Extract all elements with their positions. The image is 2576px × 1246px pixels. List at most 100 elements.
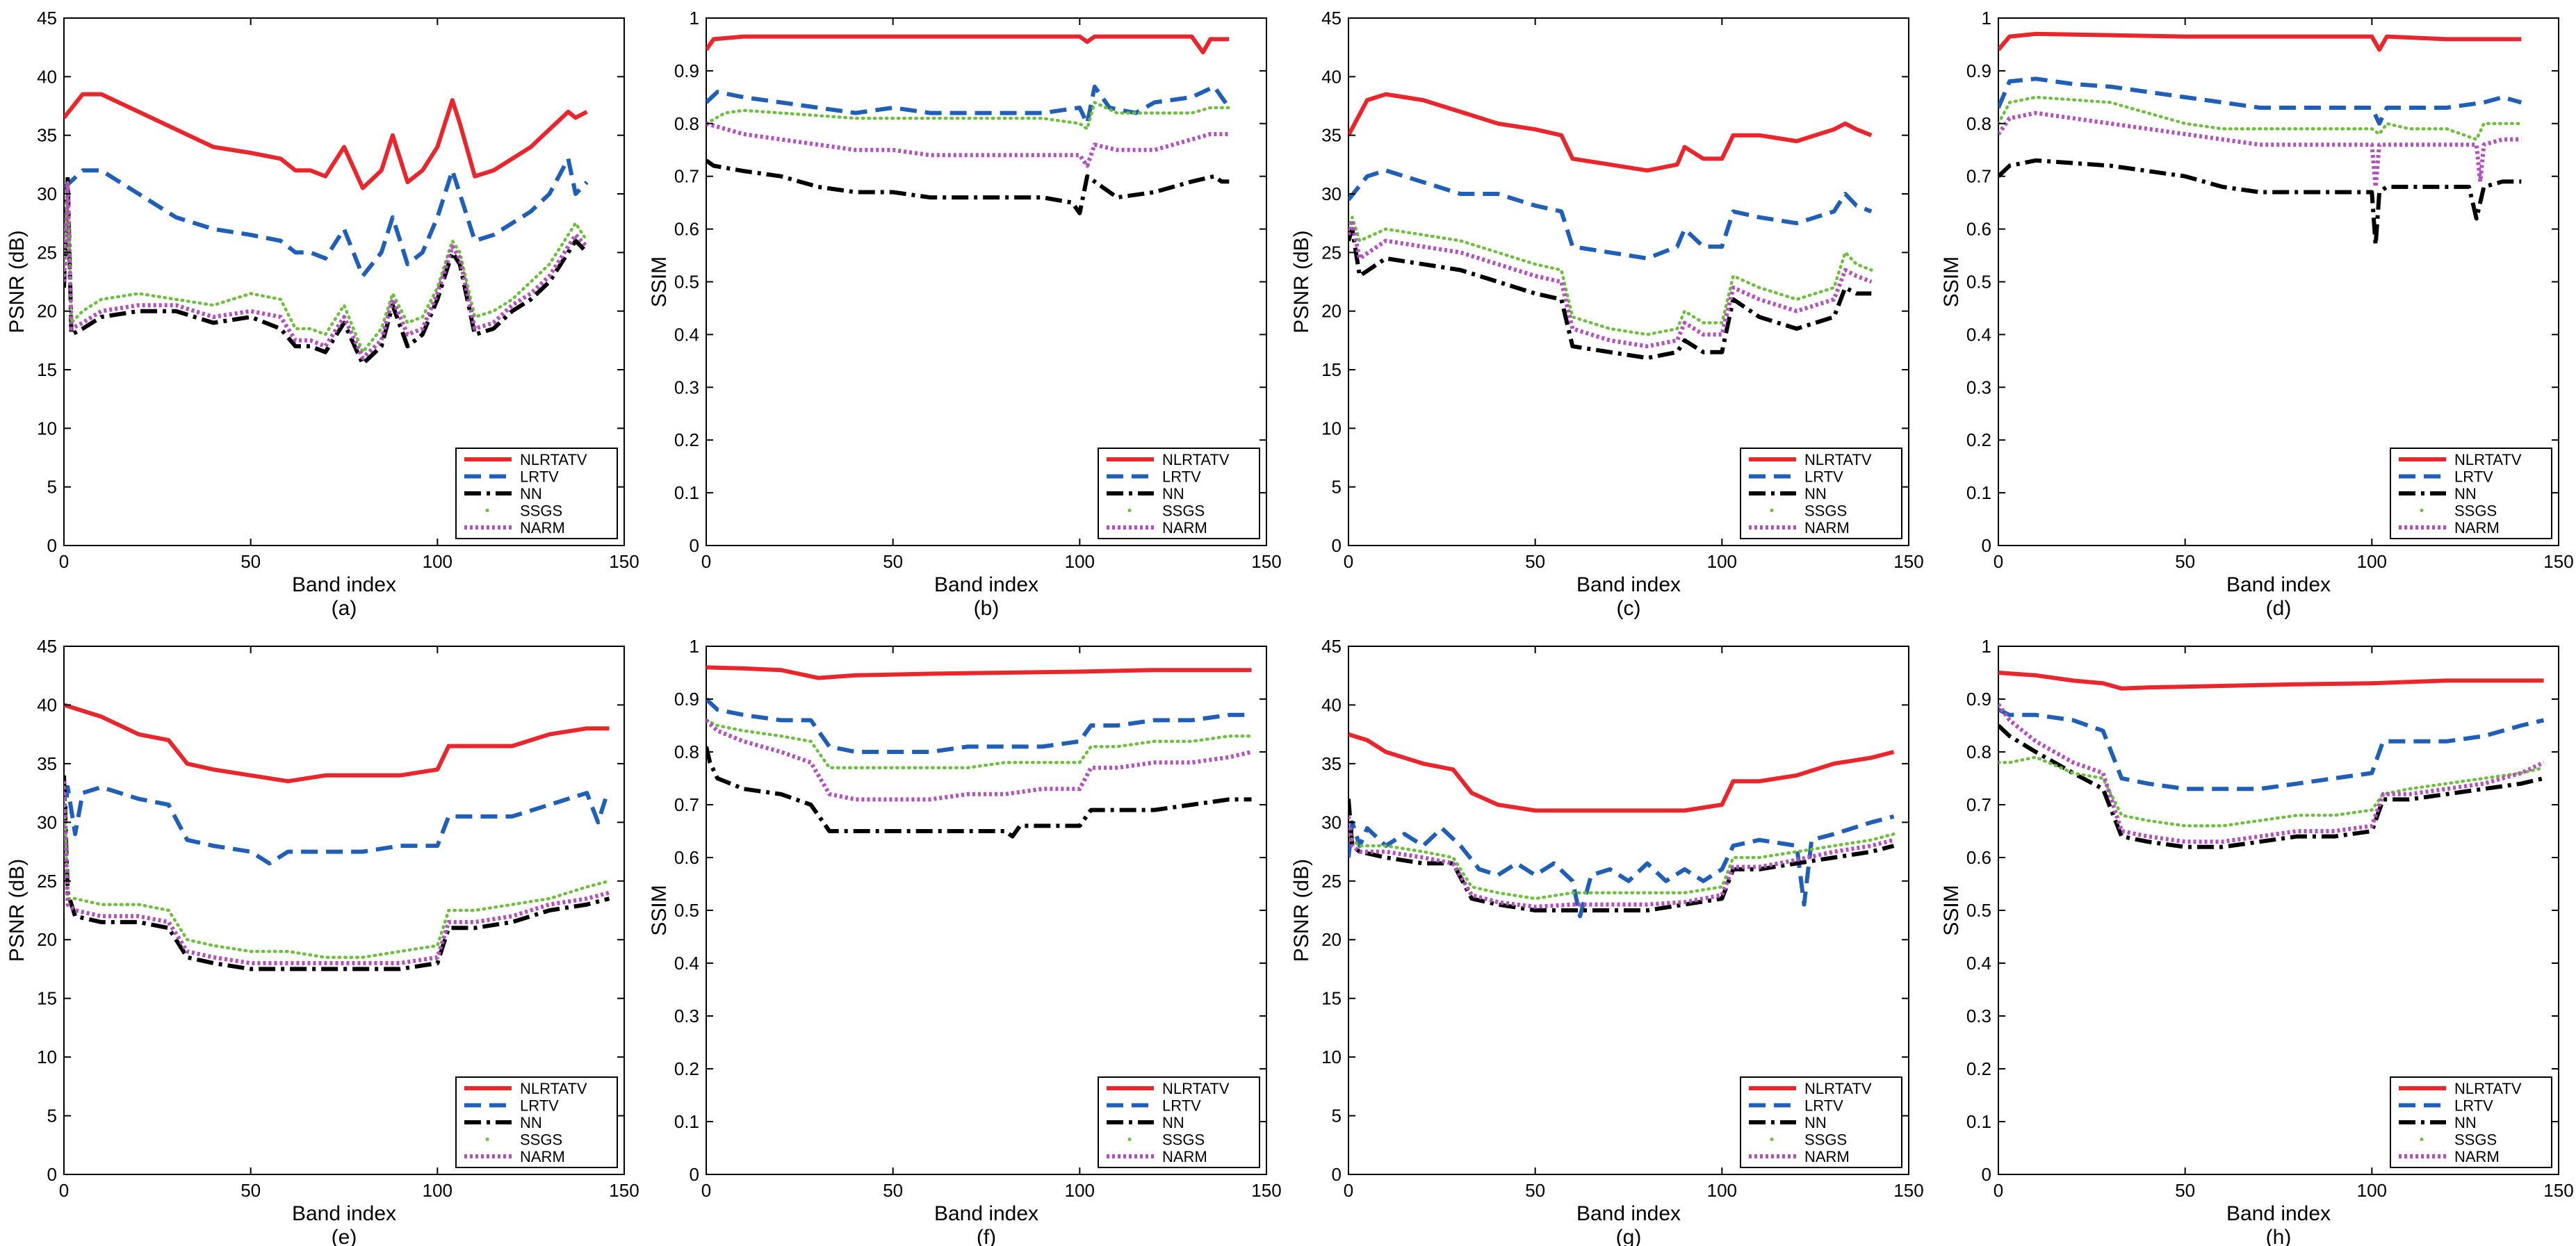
y-tick-label: 0.1	[674, 1111, 699, 1132]
axes-frame	[1348, 646, 1909, 1175]
series-line-nn	[1348, 798, 1895, 912]
legend-label: LRTV	[2454, 468, 2493, 486]
y-tick-label: 5	[47, 477, 57, 498]
y-tick-label: 0.1	[1966, 482, 1991, 503]
panel-caption: (d)	[2266, 597, 2292, 620]
x-tick-label: 150	[2543, 1180, 2573, 1201]
y-tick-label: 0.4	[674, 953, 699, 974]
y-tick-label: 0	[690, 1164, 699, 1185]
y-tick-label: 0.6	[674, 847, 699, 868]
y-tick-label: 0.1	[674, 482, 699, 503]
legend-label: LRTV	[1162, 1097, 1201, 1115]
y-tick-label: 40	[37, 66, 57, 87]
panel-caption: (c)	[1617, 597, 1641, 620]
legend-label: NN	[2454, 1114, 2477, 1131]
y-tick-label: 30	[1321, 183, 1342, 204]
x-tick-label: 50	[883, 551, 903, 572]
y-axis-label: PSNR (dB)	[6, 230, 28, 333]
y-tick-label: 0.2	[674, 1058, 699, 1079]
legend-marker-ssgs	[1127, 1138, 1132, 1141]
y-tick-label: 0.6	[1966, 847, 1991, 868]
x-tick-label: 150	[1893, 551, 1923, 572]
y-tick-label: 0.6	[674, 219, 699, 240]
y-tick-label: 35	[1321, 753, 1342, 774]
legend-marker-ssgs	[485, 1138, 489, 1141]
series-line-ssgs	[1998, 95, 2523, 141]
x-tick-label: 100	[2357, 551, 2387, 572]
legend-label: NARM	[1804, 519, 1850, 536]
x-tick-label: 0	[701, 1180, 711, 1201]
y-tick-label: 10	[1321, 418, 1342, 438]
y-tick-label: 15	[37, 359, 57, 380]
y-tick-label: 40	[1321, 66, 1342, 87]
legend-label: NLRTATV	[1804, 1080, 1872, 1097]
y-tick-label: 0.5	[1966, 900, 1991, 921]
y-tick-label: 0.3	[674, 1006, 699, 1026]
plot-area	[64, 92, 589, 366]
x-tick-label: 100	[2357, 1180, 2387, 1201]
legend-label: SSGS	[2454, 1131, 2497, 1149]
legend-label: NN	[520, 1114, 542, 1131]
legend-label: NLRTATV	[520, 1080, 587, 1097]
series-line-narm	[1998, 703, 2545, 844]
y-tick-label: 10	[37, 418, 57, 438]
y-tick-label: 1	[690, 8, 699, 28]
legend-label: LRTV	[1162, 468, 1201, 486]
y-tick-label: 0.2	[674, 429, 699, 450]
y-tick-label: 0	[690, 535, 699, 556]
legend-label: NN	[2454, 485, 2477, 502]
legend-marker-ssgs	[1770, 509, 1774, 512]
y-tick-label: 10	[37, 1047, 57, 1067]
x-tick-label: 150	[1251, 1180, 1281, 1201]
series-line-nn	[64, 174, 589, 366]
legend-marker-ssgs	[2420, 509, 2424, 512]
x-axis-label: Band index	[1576, 1202, 1681, 1225]
x-tick-label: 150	[1251, 551, 1281, 572]
legend-label: NARM	[2454, 519, 2500, 536]
series-line-lrtv	[1998, 76, 2522, 126]
panel-caption: (b)	[974, 597, 1000, 620]
y-tick-label: 10	[1321, 1047, 1342, 1067]
chart-panel: 0 50 100 150 0 0.1 0.2 0.3 0.4 0.5 0.6 0.7 0.8 0.9 1 Ba…	[1940, 636, 2574, 1246]
y-tick-label: 40	[1321, 694, 1342, 715]
y-tick-label: 0	[47, 1164, 57, 1185]
y-tick-label: 0.2	[1966, 1058, 1991, 1079]
panel-caption: (f)	[977, 1226, 996, 1246]
panel-caption: (h)	[2266, 1226, 2292, 1246]
series-line-nn	[1348, 227, 1872, 361]
legend-box	[2390, 1076, 2552, 1168]
legend-label: SSGS	[1804, 1131, 1847, 1149]
x-tick-label: 150	[609, 1180, 639, 1201]
y-tick-label: 30	[1321, 812, 1342, 833]
chart-panel: 0 50 100 150 0 5 10 15 20 25 30 35 40 45 Band index PSN…	[6, 636, 639, 1246]
y-tick-label: 5	[1332, 1106, 1342, 1126]
y-tick-label: 1	[1982, 8, 1991, 28]
y-axis-label: PSNR (dB)	[1290, 230, 1313, 333]
legend-label: LRTV	[520, 468, 559, 486]
legend-label: NLRTATV	[2454, 451, 2522, 468]
series-line-ssgs	[706, 101, 1231, 131]
y-tick-label: 15	[1321, 988, 1342, 1009]
legend-label: SSGS	[1804, 502, 1847, 520]
y-tick-label: 15	[37, 988, 57, 1009]
y-tick-label: 0.5	[674, 272, 699, 293]
y-tick-label: 25	[1321, 871, 1342, 892]
y-tick-label: 0.9	[1966, 689, 1991, 710]
y-tick-label: 40	[37, 694, 57, 715]
legend-marker-ssgs	[485, 509, 489, 512]
x-tick-label: 0	[1344, 1180, 1353, 1201]
y-tick-label: 30	[37, 183, 57, 204]
plot-area	[1348, 732, 1896, 919]
y-tick-label: 0.3	[1966, 1006, 1991, 1026]
x-tick-label: 150	[1893, 1180, 1923, 1201]
legend-box	[1740, 1076, 1902, 1168]
x-tick-label: 50	[1525, 551, 1545, 572]
x-tick-label: 100	[423, 551, 453, 572]
series-line-nlrtatv	[1348, 92, 1873, 173]
legend-label: SSGS	[1162, 502, 1205, 520]
y-tick-label: 0.8	[1966, 741, 1991, 762]
panel-caption: (e)	[332, 1226, 357, 1246]
legend-box	[1098, 448, 1260, 539]
